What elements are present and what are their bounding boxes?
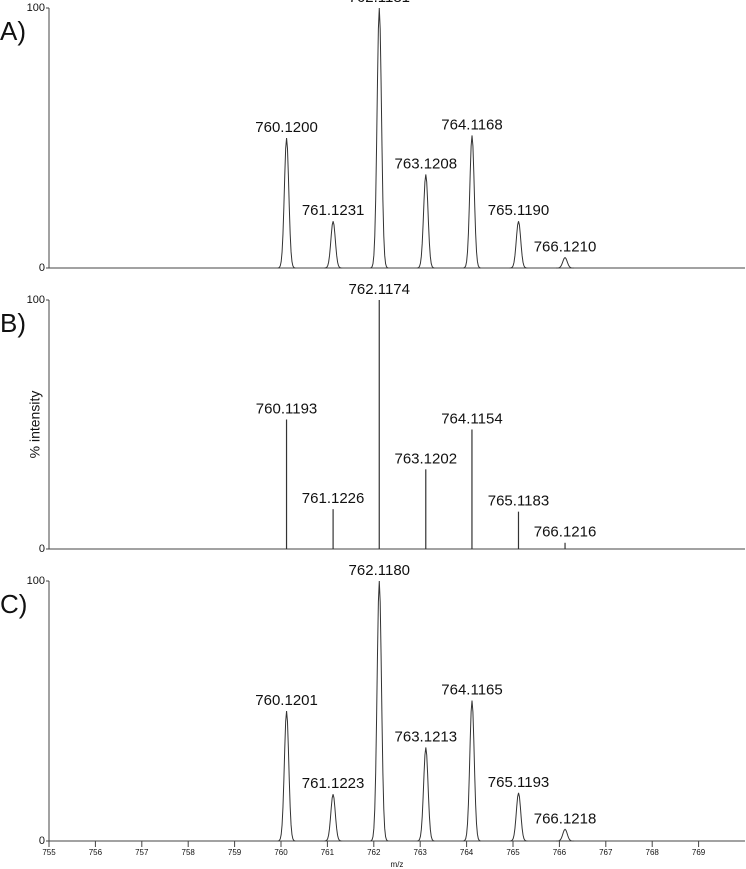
x-tick-label: 757 xyxy=(135,848,149,857)
peak-label: 762.1174 xyxy=(349,281,410,298)
peak xyxy=(370,580,389,842)
peak xyxy=(509,221,528,269)
peak xyxy=(462,135,482,269)
y-axis-label: % intensity xyxy=(27,391,43,459)
peak-label: 760.1200 xyxy=(255,119,318,136)
y-tick-label: 0 xyxy=(39,835,45,847)
peak-label: 766.1210 xyxy=(534,239,597,256)
peak xyxy=(277,137,296,269)
peak-label: 766.1218 xyxy=(534,810,597,827)
peak-label: 760.1201 xyxy=(255,692,318,709)
peak-label: 763.1202 xyxy=(394,450,457,467)
peak xyxy=(462,700,482,842)
peak xyxy=(324,794,343,842)
x-tick-label: 766 xyxy=(553,848,567,857)
peak xyxy=(556,828,575,842)
x-axis-label: m/z xyxy=(391,860,404,869)
peak-label: 766.1216 xyxy=(534,524,597,541)
peak xyxy=(509,792,528,842)
peak-label: 763.1208 xyxy=(395,155,458,172)
x-tick-label: 763 xyxy=(414,848,428,857)
x-tick-label: 756 xyxy=(89,848,103,857)
x-tick-label: 767 xyxy=(599,848,613,857)
peak-label: 765.1183 xyxy=(488,493,549,510)
y-tick-label: 100 xyxy=(27,575,45,587)
peak-label: 764.1165 xyxy=(441,682,502,699)
peak-label: 761.1231 xyxy=(302,202,365,219)
peak xyxy=(370,7,389,269)
panel-label: B) xyxy=(0,308,26,338)
peak-label: 762.1180 xyxy=(349,562,410,579)
x-tick-label: 755 xyxy=(42,848,56,857)
peak-label: 764.1168 xyxy=(441,116,502,133)
peak-label: 765.1190 xyxy=(488,202,549,219)
peak-label: 764.1154 xyxy=(441,410,502,427)
peak xyxy=(277,710,296,842)
peak-label: 765.1193 xyxy=(488,774,549,791)
y-tick-label: 100 xyxy=(27,294,45,306)
x-tick-label: 761 xyxy=(321,848,335,857)
peak-label: 761.1226 xyxy=(302,490,365,507)
peak xyxy=(416,747,435,842)
peak xyxy=(556,256,575,269)
panel-label: A) xyxy=(0,16,26,46)
peak-label: 760.1193 xyxy=(256,400,317,417)
peak-label: 763.1213 xyxy=(395,728,458,745)
peak xyxy=(324,221,343,269)
x-tick-label: 758 xyxy=(182,848,196,857)
y-tick-label: 0 xyxy=(39,262,45,274)
panel-label: C) xyxy=(0,589,27,619)
x-tick-label: 769 xyxy=(692,848,706,857)
x-tick-label: 759 xyxy=(228,848,242,857)
peak-label: 761.1223 xyxy=(302,775,365,792)
x-tick-label: 765 xyxy=(506,848,520,857)
x-tick-label: 764 xyxy=(460,848,474,857)
x-tick-label: 762 xyxy=(367,848,381,857)
y-tick-label: 0 xyxy=(39,543,45,555)
y-tick-label: 100 xyxy=(27,2,45,14)
x-tick-label: 760 xyxy=(274,848,288,857)
peak xyxy=(416,174,435,269)
peak-label: 762.1181 xyxy=(349,0,410,6)
x-tick-label: 768 xyxy=(646,848,660,857)
